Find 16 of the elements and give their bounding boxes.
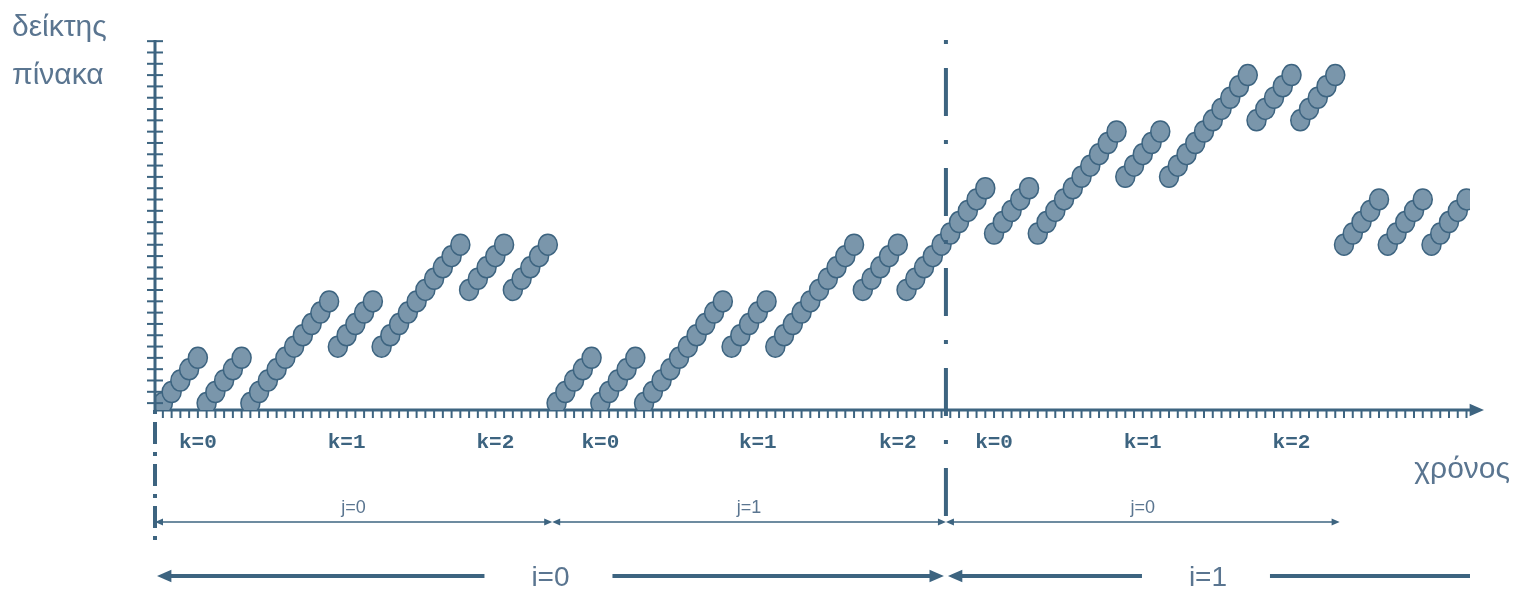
y-axis-title: δείκτης πίνακα — [12, 9, 107, 90]
x-tick-label: k=1 — [327, 431, 366, 454]
text: i=0 — [531, 561, 570, 592]
x-tick-label: k=1 — [1123, 431, 1162, 454]
x-tick-label: k=1 — [738, 431, 777, 454]
x-tick-label: k=2 — [1272, 431, 1311, 454]
text: j=0 — [1129, 497, 1156, 517]
x-tick-label: k=2 — [878, 431, 917, 454]
text: j=1 — [735, 497, 762, 517]
x-tick-label: k=0 — [581, 431, 620, 454]
x-tick-label: k=0 — [178, 431, 217, 454]
text: i=1 — [1188, 561, 1228, 592]
x-axis-title: χρόνος — [1414, 451, 1510, 484]
x-tick-label: k=0 — [975, 431, 1013, 454]
x-tick-label: k=2 — [476, 431, 515, 454]
text: j=0 — [340, 497, 366, 517]
